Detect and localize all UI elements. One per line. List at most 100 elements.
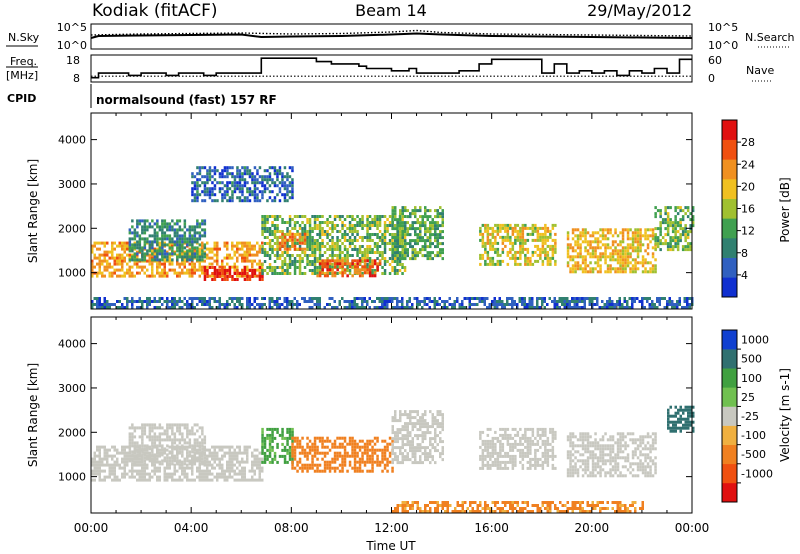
heatmap-cell (161, 237, 164, 241)
heatmap-cell (121, 460, 124, 464)
heatmap-cell (326, 230, 329, 233)
heatmap-cell (429, 227, 432, 231)
heatmap-cell (311, 297, 314, 300)
heatmap-cell (629, 270, 632, 274)
heatmap-cell (178, 234, 182, 238)
heatmap-cell (621, 237, 625, 241)
heatmap-cell (521, 244, 525, 248)
heatmap-cell (153, 432, 157, 436)
heatmap-cell (93, 463, 96, 467)
heatmap-cell (316, 239, 319, 242)
heatmap-cell (343, 260, 347, 263)
heatmap-cell (221, 466, 224, 470)
heatmap-cell (679, 221, 682, 225)
heatmap-cell (609, 267, 612, 271)
heatmap-cell (393, 269, 397, 272)
heatmap-cell (233, 187, 237, 191)
heatmap-cell (676, 224, 680, 228)
heatmap-cell (401, 215, 404, 219)
heatmap-cell (328, 254, 332, 257)
heatmap-cell (571, 270, 575, 274)
heatmap-cell (628, 306, 631, 309)
heatmap-cell (383, 260, 387, 263)
heatmap-cell (566, 264, 570, 268)
heatmap-cell (233, 265, 236, 269)
heatmap-cell (544, 235, 547, 239)
heatmap-cell (313, 469, 317, 473)
heatmap-cell (131, 450, 134, 454)
heatmap-cell (188, 271, 191, 275)
heatmap-cell (333, 242, 337, 245)
heatmap-cell (261, 193, 264, 197)
heatmap-cell (271, 230, 274, 233)
heatmap-cell (356, 454, 359, 458)
heatmap-cell (208, 250, 211, 254)
heatmap-cell (171, 228, 174, 232)
heatmap-cell (658, 303, 661, 306)
heatmap-cell (173, 243, 177, 247)
heatmap-cell (211, 466, 214, 470)
heatmap-cell (113, 472, 116, 476)
heatmap-cell (191, 240, 194, 244)
heatmap-cell (103, 448, 106, 452)
heatmap-cell (574, 240, 577, 244)
heatmap-cell (626, 258, 630, 262)
heatmap-cell (311, 242, 314, 245)
heatmap-cell (251, 244, 254, 248)
heatmap-cell (401, 306, 404, 309)
heatmap-cell (203, 255, 207, 259)
y-tick-label: 2000 (58, 222, 86, 235)
heatmap-cell (256, 460, 259, 464)
heatmap-cell (536, 238, 540, 242)
heatmap-cell (261, 269, 264, 272)
heatmap-cell (328, 268, 332, 272)
heatmap-cell (181, 460, 184, 464)
heatmap-cell (484, 247, 487, 251)
heatmap-cell (411, 245, 414, 249)
heatmap-cell (128, 274, 131, 278)
heatmap-cell (496, 229, 500, 233)
heatmap-cell (323, 454, 327, 458)
heatmap-cell (263, 454, 267, 458)
heatmap-cell (366, 218, 369, 221)
heatmap-cell (351, 436, 354, 440)
heatmap-cell (191, 447, 194, 451)
heatmap-cell (611, 249, 615, 253)
heatmap-cell (684, 245, 687, 249)
heatmap-cell (413, 297, 416, 300)
heatmap-cell (343, 306, 346, 309)
heatmap-cell (226, 193, 229, 197)
heatmap-cell (281, 260, 284, 263)
heatmap-cell (686, 215, 690, 219)
heatmap-cell (659, 224, 662, 228)
heatmap-cell (409, 227, 412, 231)
heatmap-cell (256, 169, 259, 173)
heatmap-cell (273, 266, 277, 269)
heatmap-cell (178, 423, 182, 427)
heatmap-cell (146, 303, 149, 306)
heatmap-cell (634, 258, 637, 262)
heatmap-cell (291, 448, 294, 452)
heatmap-cell (208, 463, 211, 467)
heatmap-cell (261, 445, 264, 449)
heatmap-cell (341, 297, 344, 300)
heatmap-cell (103, 253, 106, 257)
heatmap-cell (368, 233, 372, 236)
heatmap-cell (396, 263, 399, 266)
heatmap-cell (306, 245, 309, 248)
heatmap-cell (514, 253, 517, 257)
heatmap-cell (371, 251, 374, 254)
heatmap-cell (126, 247, 129, 251)
heatmap-cell (203, 243, 207, 247)
heatmap-cell (216, 451, 219, 455)
heatmap-cell (106, 265, 109, 269)
heatmap-cell (141, 252, 144, 256)
heatmap-cell (166, 423, 169, 427)
heatmap-cell (491, 244, 495, 248)
heatmap-cell (394, 248, 397, 252)
heatmap-cell (483, 297, 486, 300)
heatmap-cell (648, 297, 651, 300)
heatmap-cell (156, 265, 159, 269)
heatmap-cell (191, 444, 194, 448)
heatmap-cell (153, 237, 157, 241)
